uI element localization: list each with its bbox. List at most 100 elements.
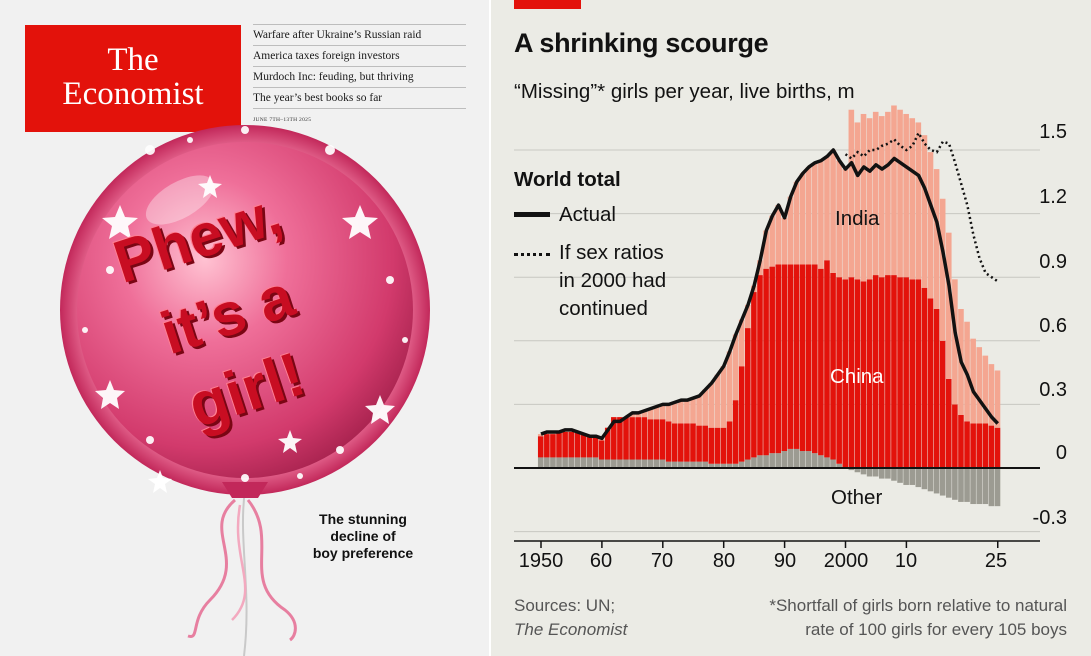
bar-china xyxy=(866,279,873,468)
cover-headline: Murdoch Inc: feuding, but thriving xyxy=(253,67,466,88)
bar-china xyxy=(860,281,867,468)
coverline: The stunning decline of boy preference xyxy=(292,511,434,562)
bar-india xyxy=(945,232,952,379)
bar-india xyxy=(671,402,678,424)
bar-india xyxy=(939,198,946,341)
footnote-line: *Shortfall of girls born relative to nat… xyxy=(769,596,1067,615)
bar-other xyxy=(836,463,842,468)
axes xyxy=(514,467,1040,548)
legend-counterfactual-line: in 2000 had xyxy=(559,269,667,292)
bar-other xyxy=(830,459,836,468)
bar-china xyxy=(982,423,989,468)
bar-other xyxy=(757,455,763,468)
bar-china xyxy=(830,272,836,460)
area-label-india: India xyxy=(835,207,880,230)
bar-india xyxy=(891,105,897,276)
bar-china xyxy=(647,419,654,460)
bar-india xyxy=(745,304,751,329)
bar-other xyxy=(903,468,909,485)
bar-other xyxy=(726,463,733,468)
bar-china xyxy=(726,421,733,464)
bar-india xyxy=(738,319,745,367)
bar-india xyxy=(635,412,641,418)
bar-india xyxy=(763,230,769,269)
bar-other xyxy=(702,461,708,468)
bar-other xyxy=(708,463,715,468)
bar-india xyxy=(872,111,879,276)
bar-other xyxy=(537,457,544,468)
legend-actual-swatch xyxy=(514,212,550,217)
bar-india xyxy=(665,404,672,422)
bar-china xyxy=(653,419,660,460)
magazine-cover: The Economist Warfare after Ukraine’s Ru… xyxy=(0,0,489,656)
x-tick-label: 1950 xyxy=(518,550,564,572)
bar-india xyxy=(836,160,842,278)
x-tick-label: 80 xyxy=(712,550,736,572)
bar-other xyxy=(994,468,1001,507)
bar-china xyxy=(885,275,891,468)
sources-line: The Economist xyxy=(514,620,628,639)
bar-other xyxy=(927,468,934,492)
bar-china xyxy=(665,421,672,462)
bar-china xyxy=(592,436,599,458)
chart-title: A shrinking scourge xyxy=(514,28,769,58)
bar-other xyxy=(720,463,727,468)
bar-india xyxy=(921,135,928,288)
bar-india xyxy=(860,113,867,282)
bar-china xyxy=(769,266,775,454)
bar-china xyxy=(878,277,885,468)
x-tick-label: 10 xyxy=(894,550,918,572)
bar-china xyxy=(556,431,562,458)
bar-other xyxy=(824,457,830,468)
bar-india xyxy=(885,111,891,276)
bar-china xyxy=(659,419,666,460)
bar-india xyxy=(848,109,855,278)
bar-china xyxy=(970,423,976,468)
bar-other xyxy=(897,468,903,483)
masthead-line-1: The xyxy=(107,42,159,78)
bar-other xyxy=(745,459,751,468)
bar-china xyxy=(763,268,769,456)
bar-china xyxy=(641,417,648,460)
bar-china xyxy=(574,431,581,458)
x-tick-label: 25 xyxy=(984,550,1008,572)
bar-other xyxy=(617,459,623,468)
bar-china xyxy=(678,423,684,462)
bar-china xyxy=(921,287,928,468)
bar-india xyxy=(702,389,708,426)
bar-other xyxy=(629,459,635,468)
bar-china xyxy=(927,298,934,468)
bar-india xyxy=(818,160,824,269)
bar-india xyxy=(732,334,739,401)
bar-china xyxy=(623,417,629,460)
bar-india xyxy=(812,162,818,265)
bar-china xyxy=(757,275,763,456)
bar-china xyxy=(842,279,849,468)
bar-china xyxy=(580,434,587,458)
economist-logo: The Economist xyxy=(25,25,241,132)
bar-other xyxy=(665,461,672,468)
bar-other xyxy=(848,468,855,471)
bar-india xyxy=(799,173,806,265)
bar-india xyxy=(970,338,976,424)
chart-subtitle: “Missing”* girls per year, live births, … xyxy=(514,80,855,103)
bar-other xyxy=(964,468,970,502)
bar-india xyxy=(909,118,916,280)
x-tick-label: 70 xyxy=(650,550,674,572)
bar-india xyxy=(976,347,983,424)
bar-china xyxy=(812,264,818,454)
bar-other xyxy=(812,453,818,468)
bar-china xyxy=(629,417,635,460)
area-label-china: China xyxy=(830,365,884,388)
bar-china xyxy=(945,378,952,468)
bar-other xyxy=(611,459,617,468)
bar-other xyxy=(580,457,587,468)
bar-india xyxy=(952,279,958,405)
bar-other xyxy=(623,459,629,468)
bar-china xyxy=(604,427,611,460)
panel-divider xyxy=(489,0,491,656)
bar-india xyxy=(678,400,684,424)
series-line-actual xyxy=(540,148,1000,441)
bar-china xyxy=(635,417,641,460)
